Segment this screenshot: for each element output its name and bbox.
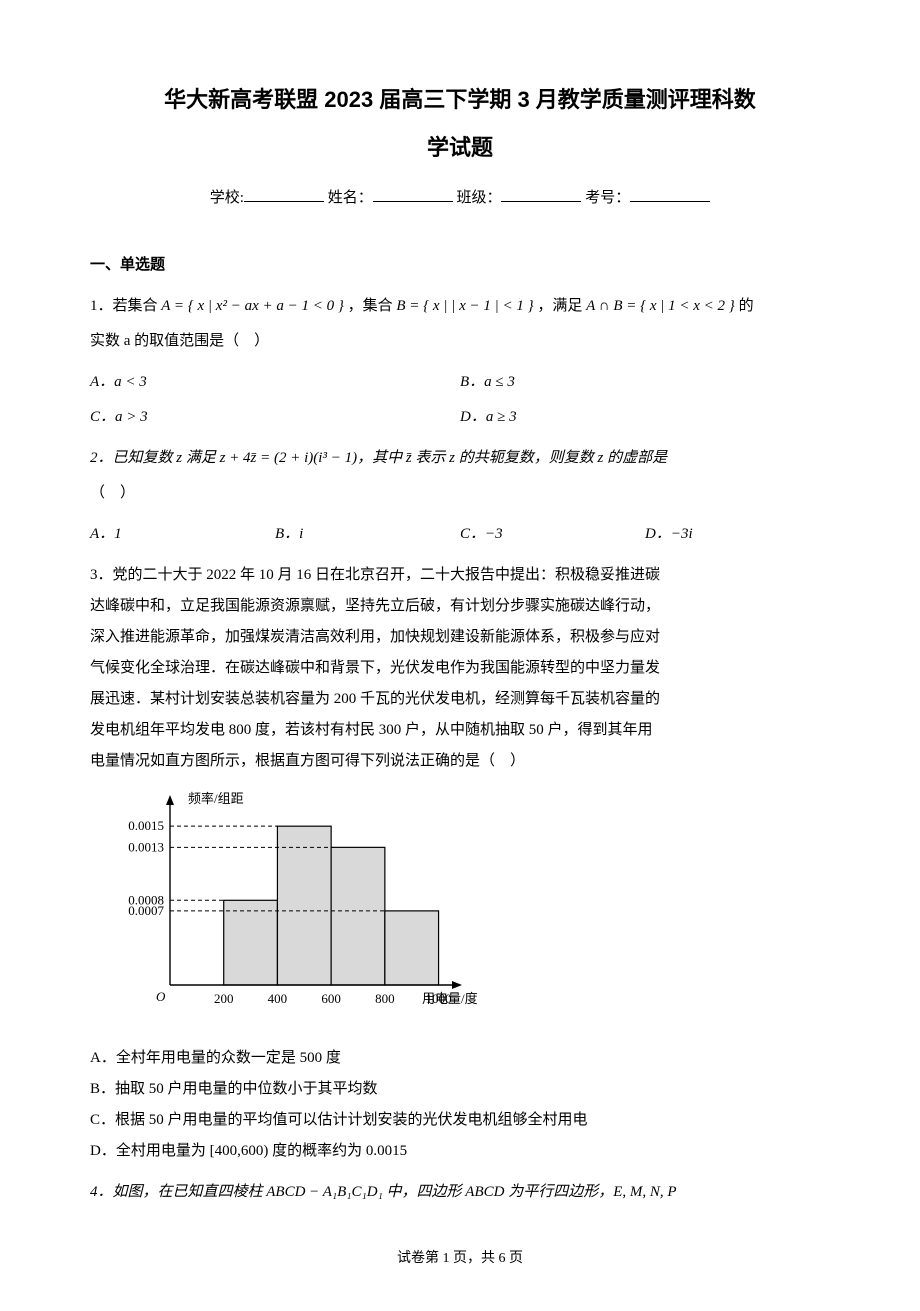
q2-optD: D．−3i (645, 521, 830, 548)
q3-optC: C．根据 50 户用电量的平均值可以估计计划安装的光伏发电机组够全村用电 (90, 1107, 830, 1134)
q2-options: A．1 B．i C．−3 D．−3i (90, 521, 830, 548)
q2-line1: 2．已知复数 z 满足 z + 4z̄ = (2 + i)(i³ − 1)，其中… (90, 450, 667, 466)
q3-p7: 电量情况如直方图所示，根据直方图可得下列说法正确的是（ ） (90, 748, 830, 775)
student-info-row: 学校: 姓名： 班级： 考号： (90, 185, 830, 212)
q1-end: 的 (739, 298, 754, 314)
svg-text:O: O (156, 989, 166, 1004)
q3-p4: 气候变化全球治理．在碳达峰碳中和背景下，光伏发电作为我国能源转型的中坚力量发 (90, 655, 830, 682)
page-footer: 试卷第 1 页，共 6 页 (90, 1246, 830, 1271)
svg-text:用电量/度: 用电量/度 (422, 991, 478, 1006)
q3-p3: 深入推进能源革命，加强煤炭清洁高效利用，加快规划建设新能源体系，积极参与应对 (90, 624, 830, 651)
section-1-title: 一、单选题 (90, 252, 830, 279)
q3-p6: 发电机组年平均发电 800 度，若该村有村民 300 户，从中随机抽取 50 户… (90, 717, 830, 744)
q3-optD: D．全村用电量为 [400,600) 度的概率约为 0.0015 (90, 1138, 830, 1165)
q2-line2: （ ） (90, 480, 830, 507)
svg-text:频率/组距: 频率/组距 (188, 791, 244, 806)
q3-p5: 展迅速．某村计划安装总装机容量为 200 千瓦的光伏发电机，经测算每千瓦装机容量… (90, 686, 830, 713)
q1-optA: A．a < 3 (90, 369, 460, 396)
exam-title-line2: 学试题 (90, 128, 830, 168)
q1-setA: A = { x | x² − ax + a − 1 < 0 } (161, 298, 344, 314)
q2-optC: C．−3 (460, 521, 645, 548)
blank-class (501, 188, 581, 202)
q1-inter: A ∩ B = { x | 1 < x < 2 } (586, 298, 735, 314)
histogram-svg: 0.00070.00080.00130.00152004006008001000… (102, 787, 482, 1017)
q3-optB: B．抽取 50 户用电量的中位数小于其平均数 (90, 1076, 830, 1103)
q1-optD: D．a ≥ 3 (460, 404, 830, 431)
blank-name (373, 188, 453, 202)
svg-text:0.0015: 0.0015 (128, 818, 164, 833)
label-class: 班级： (456, 190, 501, 206)
svg-text:0.0013: 0.0013 (128, 840, 164, 855)
q1-mid1: ，集合 (348, 298, 397, 314)
svg-text:0.0008: 0.0008 (128, 892, 164, 907)
q2-optA: A．1 (90, 521, 275, 548)
label-examno: 考号： (585, 190, 630, 206)
q1-options-row1: A．a < 3 B．a ≤ 3 (90, 369, 830, 396)
label-school: 学校: (210, 190, 244, 206)
blank-examno (630, 188, 710, 202)
q3-p2: 达峰碳中和，立足我国能源资源禀赋，坚持先立后破，有计划分步骤实施碳达峰行动， (90, 593, 830, 620)
exam-title-line1: 华大新高考联盟 2023 届高三下学期 3 月教学质量测评理科数 (90, 80, 830, 120)
svg-text:400: 400 (268, 991, 288, 1006)
question-4: 4．如图，在已知直四棱柱 ABCD − A₁B₁C₁D₁ 中，四边形 ABCD … (90, 1179, 830, 1206)
histogram-chart: 0.00070.00080.00130.00152004006008001000… (102, 787, 830, 1027)
q1-setB: B = { x | | x − 1 | < 1 } (396, 298, 533, 314)
label-name: 姓名： (328, 190, 373, 206)
question-1: 1．若集合 A = { x | x² − ax + a − 1 < 0 } ，集… (90, 293, 830, 320)
q3-p1: 3．党的二十大于 2022 年 10 月 16 日在北京召开，二十大报告中提出：… (90, 562, 830, 589)
q1-options-row2: C．a > 3 D．a ≥ 3 (90, 404, 830, 431)
svg-text:200: 200 (214, 991, 234, 1006)
question-2: 2．已知复数 z 满足 z + 4z̄ = (2 + i)(i³ − 1)，其中… (90, 445, 830, 472)
q2-optB: B．i (275, 521, 460, 548)
blank-school (244, 188, 324, 202)
q1-mid2: ，满足 (537, 298, 586, 314)
q1-stem: 1．若集合 (90, 298, 161, 314)
q1-optC: C．a > 3 (90, 404, 460, 431)
svg-text:800: 800 (375, 991, 395, 1006)
q3-optA: A．全村年用电量的众数一定是 500 度 (90, 1045, 830, 1072)
q1-optB: B．a ≤ 3 (460, 369, 830, 396)
q1-line2: 实数 a 的取值范围是（ ） (90, 328, 830, 355)
svg-text:600: 600 (321, 991, 341, 1006)
